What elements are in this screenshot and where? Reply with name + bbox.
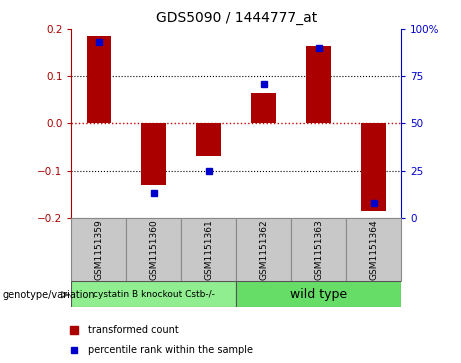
Text: genotype/variation: genotype/variation: [2, 290, 95, 300]
Text: transformed count: transformed count: [88, 325, 179, 335]
Bar: [181, 218, 236, 281]
Text: GSM1151361: GSM1151361: [204, 219, 213, 280]
Bar: [196, 123, 221, 155]
Title: GDS5090 / 1444777_at: GDS5090 / 1444777_at: [156, 11, 317, 25]
Text: GSM1151364: GSM1151364: [369, 219, 378, 280]
Bar: [142, 123, 166, 185]
Bar: [236, 218, 291, 281]
Bar: [236, 281, 401, 307]
Bar: [251, 93, 276, 123]
Text: wild type: wild type: [290, 287, 347, 301]
Text: percentile rank within the sample: percentile rank within the sample: [88, 345, 253, 355]
Bar: [306, 45, 331, 123]
Text: GSM1151363: GSM1151363: [314, 219, 323, 280]
Bar: [126, 218, 181, 281]
Text: GSM1151360: GSM1151360: [149, 219, 159, 280]
Text: GSM1151359: GSM1151359: [95, 219, 103, 280]
Bar: [71, 218, 126, 281]
Text: GSM1151362: GSM1151362: [259, 219, 268, 280]
Bar: [291, 218, 346, 281]
Bar: [87, 36, 111, 123]
Bar: [71, 281, 236, 307]
Text: cystatin B knockout Cstb-/-: cystatin B knockout Cstb-/-: [93, 290, 215, 298]
Bar: [361, 123, 386, 211]
Bar: [346, 218, 401, 281]
